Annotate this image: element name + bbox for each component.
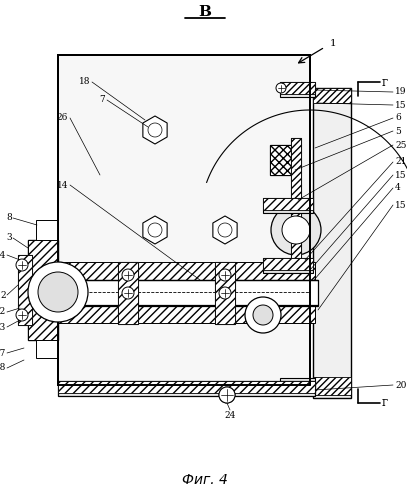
Text: 15: 15 <box>395 200 407 209</box>
Text: 1: 1 <box>330 40 337 48</box>
Text: 19: 19 <box>395 88 407 96</box>
Circle shape <box>16 259 28 271</box>
Text: Фиг. 4: Фиг. 4 <box>182 473 228 487</box>
Text: 28: 28 <box>0 364 6 372</box>
Bar <box>58 280 318 306</box>
Polygon shape <box>143 216 167 244</box>
Circle shape <box>219 269 231 281</box>
Text: 23: 23 <box>0 322 6 332</box>
Circle shape <box>218 223 232 237</box>
Bar <box>263 198 313 210</box>
Bar <box>36 220 58 240</box>
Circle shape <box>219 287 231 299</box>
Text: 20: 20 <box>395 380 406 390</box>
Bar <box>58 262 315 280</box>
Bar <box>215 262 235 324</box>
Bar <box>270 145 292 175</box>
Text: 15: 15 <box>395 170 407 179</box>
Text: 7: 7 <box>99 96 105 104</box>
Text: 25: 25 <box>395 140 407 149</box>
Circle shape <box>276 83 286 93</box>
Text: 15: 15 <box>395 100 407 110</box>
Bar <box>263 258 313 273</box>
Bar <box>118 262 138 324</box>
Text: 5: 5 <box>395 126 401 136</box>
Bar <box>313 377 351 395</box>
Circle shape <box>148 123 162 137</box>
Circle shape <box>122 269 134 281</box>
Circle shape <box>16 309 28 321</box>
Circle shape <box>253 305 273 325</box>
Bar <box>58 305 315 323</box>
Circle shape <box>28 262 88 322</box>
Bar <box>291 138 301 258</box>
Bar <box>58 381 315 393</box>
Circle shape <box>245 297 281 333</box>
Text: 2: 2 <box>0 290 6 300</box>
Bar <box>313 88 351 103</box>
Bar <box>28 240 58 340</box>
Text: В: В <box>199 5 212 19</box>
Bar <box>263 258 313 270</box>
Circle shape <box>282 216 310 244</box>
Bar <box>280 381 315 393</box>
Text: 24: 24 <box>0 250 6 260</box>
Text: 26: 26 <box>57 114 68 122</box>
Bar <box>36 340 58 358</box>
Text: 24: 24 <box>224 410 236 420</box>
Text: 8: 8 <box>6 214 12 222</box>
Bar <box>58 55 310 385</box>
Circle shape <box>148 223 162 237</box>
Text: 21: 21 <box>395 158 406 166</box>
Text: 3: 3 <box>7 234 12 242</box>
Polygon shape <box>143 116 167 144</box>
Bar <box>270 145 292 175</box>
Bar <box>263 198 313 213</box>
Bar <box>215 262 235 324</box>
Text: г: г <box>382 76 388 88</box>
Bar <box>280 378 315 393</box>
Bar <box>28 240 58 340</box>
Circle shape <box>38 272 78 312</box>
Circle shape <box>122 287 134 299</box>
Text: 4: 4 <box>395 184 401 192</box>
Bar <box>118 262 138 324</box>
Text: 6: 6 <box>395 114 401 122</box>
Bar <box>280 82 315 97</box>
Bar <box>58 381 315 396</box>
Bar <box>280 82 315 94</box>
Bar <box>18 255 32 325</box>
Circle shape <box>219 387 235 403</box>
Bar <box>18 255 32 325</box>
Text: 14: 14 <box>57 180 68 190</box>
Text: 27: 27 <box>0 348 6 358</box>
Text: г: г <box>382 396 388 409</box>
Bar <box>291 138 301 258</box>
Circle shape <box>219 387 235 403</box>
Text: 18: 18 <box>79 78 90 86</box>
Bar <box>313 88 351 398</box>
Polygon shape <box>213 216 237 244</box>
Circle shape <box>271 205 321 255</box>
Text: 22: 22 <box>0 308 6 316</box>
